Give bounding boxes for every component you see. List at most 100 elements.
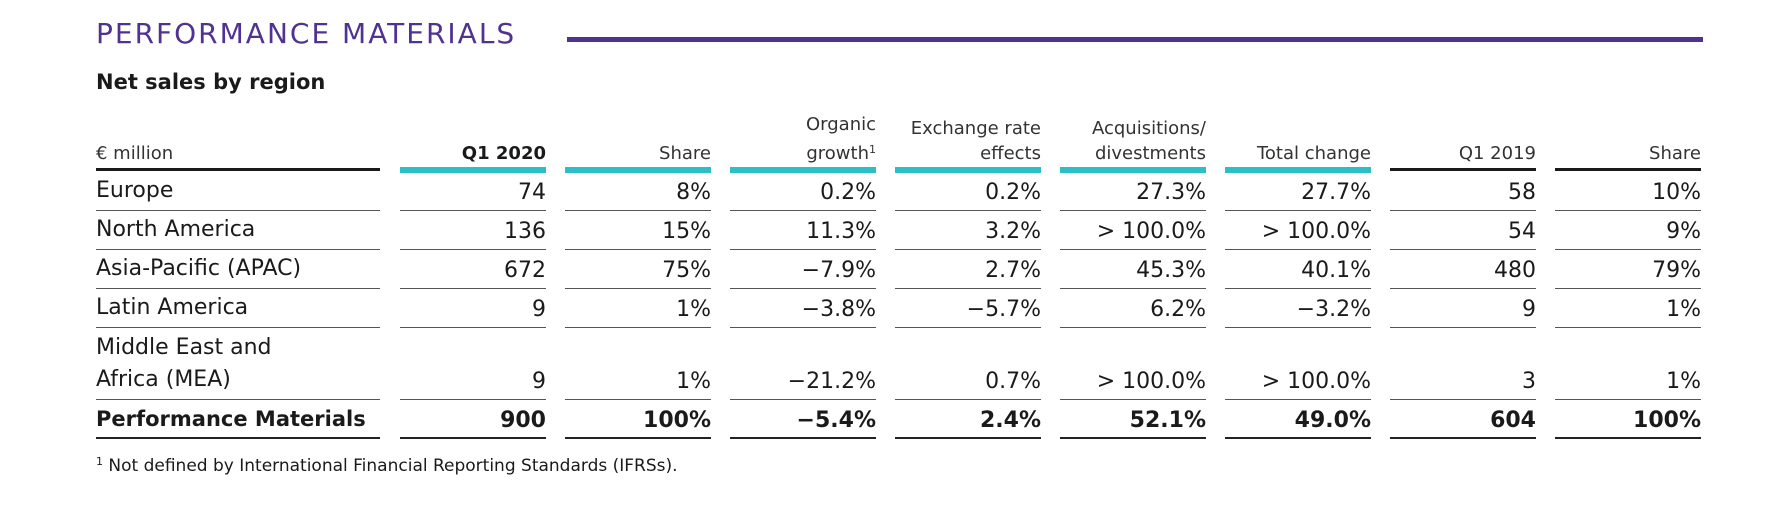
row-label: Middle East and Africa (MEA) (96, 332, 380, 396)
column-header-line: Total change (1256, 143, 1371, 164)
column-header: Q1 2020 (400, 110, 546, 166)
column-header-underline (895, 167, 1041, 173)
row-separator (895, 327, 1041, 328)
row-separator (1390, 249, 1536, 250)
table-cell: 54 (1508, 219, 1536, 244)
footnote-marker: 1 (96, 455, 103, 468)
table-cell: 2.7% (985, 258, 1041, 283)
table-cell: 100% (1633, 408, 1701, 433)
row-separator (895, 288, 1041, 289)
row-separator (565, 249, 711, 250)
table-row: Europe 74 8% 0.2% 0.2% 27.3% 27.7% 58 10% (0, 172, 1790, 211)
table-cell: −7.9% (801, 258, 876, 283)
column-header-line: € million (96, 143, 174, 164)
column-header: Organic growth1 (730, 110, 876, 166)
row-separator (1225, 288, 1371, 289)
table-cell: −5.4% (796, 408, 876, 433)
row-separator (1390, 327, 1536, 328)
table-subtitle: Net sales by region (96, 70, 326, 94)
table-cell: −3.2% (1296, 297, 1371, 322)
row-separator (1390, 288, 1536, 289)
table-cell: 75% (662, 258, 711, 283)
row-separator (1555, 210, 1701, 211)
table-cell: 52.1% (1129, 408, 1206, 433)
row-separator (96, 399, 380, 400)
table-cell: > 100.0% (1261, 219, 1371, 244)
table-cell: 2.4% (979, 408, 1041, 433)
total-row: Performance Materials 900 100% −5.4% 2.4% 52.… (0, 400, 1790, 439)
table-cell: 1% (1666, 369, 1701, 394)
footnote: 1 Not defined by International Financial… (96, 455, 678, 476)
section-title: PERFORMANCE MATERIALS (96, 17, 517, 50)
row-label: Latin America (96, 292, 380, 324)
column-header-line: Q1 2019 (1458, 143, 1536, 164)
row-separator (730, 210, 876, 211)
row-separator (1060, 327, 1206, 328)
table-cell: 6.2% (1150, 297, 1206, 322)
column-header: Share (1555, 110, 1701, 166)
table-cell: 45.3% (1136, 258, 1206, 283)
row-label-line: Africa (MEA) (96, 367, 231, 392)
row-label-line: Middle East and (96, 335, 272, 360)
row-label-line: Performance Materials (96, 407, 366, 431)
row-separator (895, 399, 1041, 400)
table-cell: −3.8% (801, 297, 876, 322)
column-header-line: effects (980, 143, 1041, 164)
row-separator (730, 399, 876, 400)
row-separator (1225, 327, 1371, 328)
table-row: North America 136 15% 11.3% 3.2% > 100.0% > 10… (0, 211, 1790, 250)
table-cell: 1% (676, 297, 711, 322)
row-separator (400, 399, 546, 400)
column-header-line: Share (1649, 143, 1701, 164)
row-separator (730, 288, 876, 289)
column-header-underline (1390, 168, 1536, 171)
row-label: Performance Materials (96, 403, 380, 435)
row-separator (1060, 399, 1206, 400)
row-separator (1555, 437, 1701, 439)
table-cell: 672 (504, 258, 546, 283)
column-header-line: divestments (1094, 143, 1206, 164)
column-header-underline (1060, 167, 1206, 173)
section-title-rule (567, 37, 1703, 42)
column-header: Total change (1225, 110, 1371, 166)
row-label: North America (96, 214, 380, 246)
table-cell: 1% (676, 369, 711, 394)
column-header-line: Exchange rate (910, 118, 1041, 139)
row-separator (1555, 327, 1701, 328)
row-separator (1060, 210, 1206, 211)
column-header-line: Acquisitions/ (1091, 118, 1206, 139)
row-label: Europe (96, 175, 380, 207)
row-separator (400, 327, 546, 328)
row-separator (730, 327, 876, 328)
row-label-line: Europe (96, 178, 174, 203)
table-cell: 58 (1508, 180, 1536, 205)
row-separator (400, 249, 546, 250)
table-cell: 0.7% (985, 369, 1041, 394)
row-separator (1225, 399, 1371, 400)
column-header: Share (565, 110, 711, 166)
row-separator (895, 249, 1041, 250)
table-cell: 27.3% (1136, 180, 1206, 205)
row-separator (400, 437, 546, 439)
column-header-underline (565, 167, 711, 173)
row-separator (1390, 399, 1536, 400)
table-cell: −5.7% (966, 297, 1041, 322)
table-cell: 10% (1652, 180, 1701, 205)
row-label: Asia-Pacific (APAC) (96, 253, 380, 285)
column-header-underline (1555, 168, 1701, 171)
row-separator (400, 210, 546, 211)
row-separator (730, 249, 876, 250)
row-separator (895, 437, 1041, 439)
row-separator (1555, 288, 1701, 289)
table-row: Middle East and Africa (MEA) 9 1% −21.2% 0.7%… (0, 328, 1790, 400)
table-cell: > 100.0% (1096, 369, 1206, 394)
table-cell: 9 (532, 369, 546, 394)
column-header-underline (1225, 167, 1371, 173)
table-cell: 0.2% (985, 180, 1041, 205)
table-cell: 74 (518, 180, 546, 205)
row-separator (1225, 210, 1371, 211)
row-separator (565, 288, 711, 289)
table-row: Asia-Pacific (APAC) 672 75% −7.9% 2.7% 45.3% 4… (0, 250, 1790, 289)
column-header-underline (730, 167, 876, 173)
column-header-line: growth1 (806, 143, 876, 164)
